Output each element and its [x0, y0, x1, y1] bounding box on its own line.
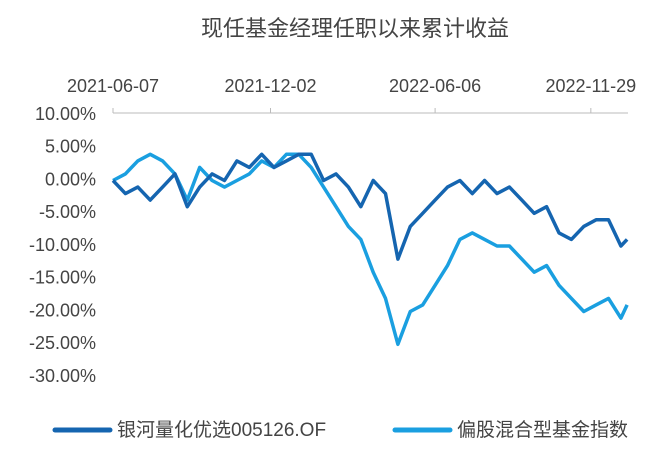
- x-tick-label: 2022-06-06: [389, 76, 481, 96]
- y-tick-label: -30.00%: [29, 366, 96, 386]
- y-tick-label: 0.00%: [45, 169, 96, 189]
- x-tick-label: 2022-11-29: [545, 76, 636, 96]
- chart-title: 现任基金经理任职以来累计收益: [201, 16, 509, 41]
- x-tick-label: 2021-06-07: [67, 76, 159, 96]
- y-tick-label: 10.00%: [35, 104, 96, 124]
- y-tick-label: -25.00%: [29, 333, 96, 353]
- y-tick-label: -20.00%: [29, 300, 96, 320]
- x-tick-label: 2021-12-02: [224, 76, 316, 96]
- y-tick-label: 5.00%: [45, 137, 96, 157]
- y-tick-label: -10.00%: [29, 235, 96, 255]
- legend-label: 银河量化优选005126.OF: [117, 419, 326, 441]
- y-tick-label: -15.00%: [29, 268, 96, 288]
- series-line: [112, 152, 629, 347]
- legend-label: 偏股混合型基金指数: [457, 419, 628, 441]
- y-tick-label: -5.00%: [39, 202, 96, 222]
- series-line: [111, 152, 629, 261]
